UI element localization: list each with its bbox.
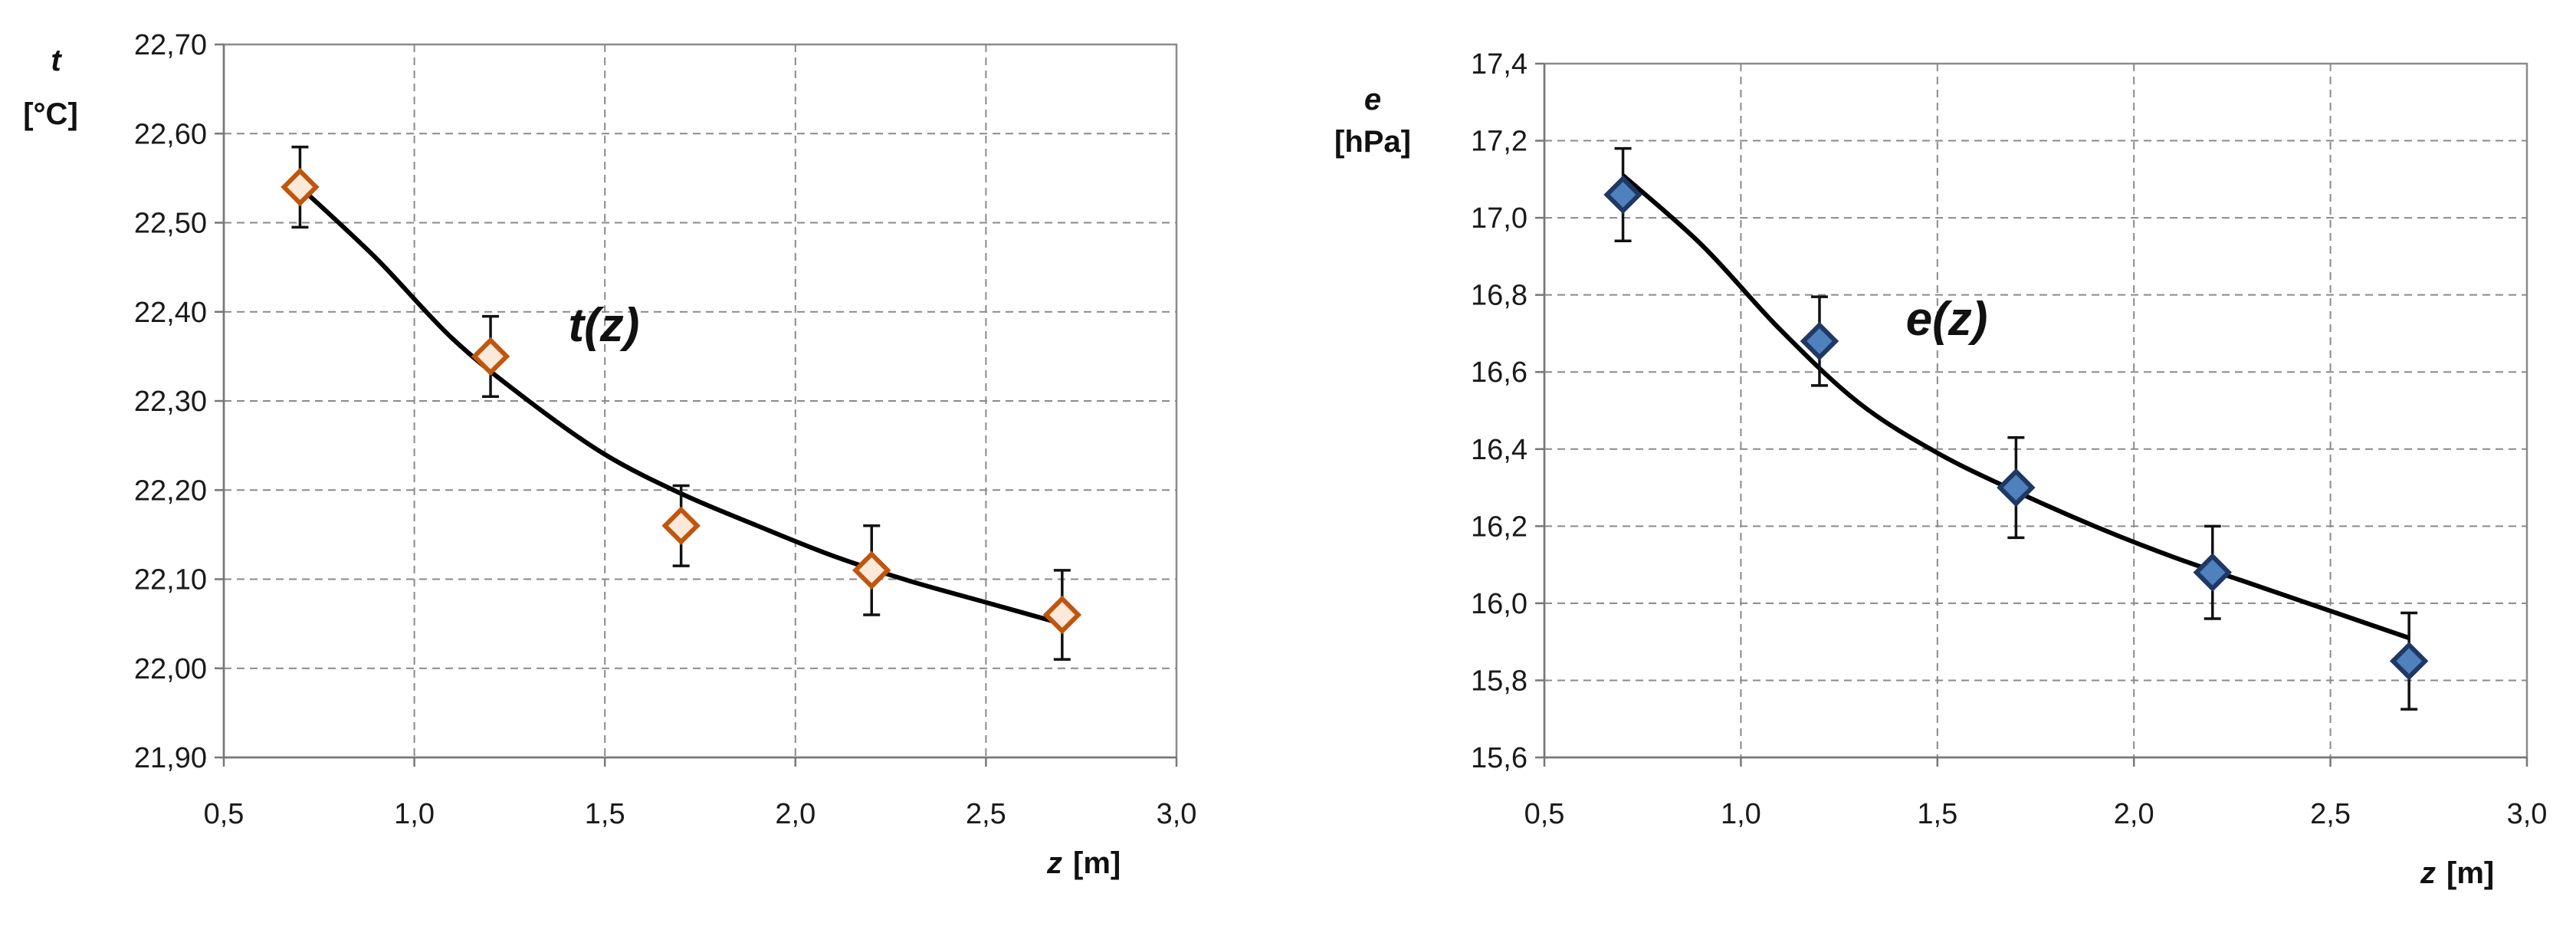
y-tick-label: 22,00 xyxy=(134,653,207,685)
tick-labels: 15,6 15,8 16,0 16,2 16,4 16,6 16,8 17,0 17,2 17,4… xyxy=(1471,48,2547,830)
gridlines xyxy=(1544,63,2527,757)
x-axis-unit: [m] xyxy=(2446,856,2494,890)
x-tick-label: 1,5 xyxy=(1917,798,1957,830)
data-points xyxy=(281,167,1082,635)
data-point-marker xyxy=(2389,642,2429,681)
axes xyxy=(1535,62,2528,767)
fit-curve xyxy=(298,185,1063,626)
y-tick-label: 22,40 xyxy=(134,297,207,329)
x-tick-label: 0,5 xyxy=(1524,798,1565,830)
y-tick-label: 17,4 xyxy=(1471,48,1528,80)
y-tick-label: 22,60 xyxy=(134,118,207,150)
y-tick-label: 16,8 xyxy=(1471,280,1528,312)
data-point-marker xyxy=(281,167,320,207)
y-tick-label: 16,4 xyxy=(1471,434,1528,466)
y-tick-label: 15,8 xyxy=(1471,665,1528,697)
y-tick-label: 22,50 xyxy=(134,208,207,240)
y-tick-label: 22,70 xyxy=(134,29,207,61)
x-tick-label: 1,0 xyxy=(1721,798,1761,830)
y-tick-label: 21,90 xyxy=(134,742,207,774)
x-tick-label: 2,0 xyxy=(2114,798,2154,830)
y-axis-unit: [°C] xyxy=(23,97,78,131)
error-bars xyxy=(1614,146,2418,711)
data-point-marker xyxy=(1603,175,1642,215)
x-tick-label: 1,5 xyxy=(585,798,625,830)
y-axis-variable: e xyxy=(1364,83,1381,117)
x-tick-label: 2,5 xyxy=(2310,798,2351,830)
axes xyxy=(215,43,1178,767)
y-tick-label: 22,10 xyxy=(134,564,207,596)
data-point-marker xyxy=(1042,595,1082,635)
x-tick-label: 3,0 xyxy=(2507,798,2548,830)
tick-labels: 21,90 22,00 22,10 22,20 22,30 22,40 22,50 22,60… xyxy=(134,29,1197,830)
x-axis-variable: z xyxy=(1046,846,1062,880)
curve-annotation: t(z) xyxy=(569,299,640,352)
chart-vapour-pressure: 15,6 15,8 16,0 16,2 16,4 16,6 16,8 17,0 17,2 17,4… xyxy=(1334,48,2547,890)
data-point-marker xyxy=(852,550,891,590)
y-axis-variable: t xyxy=(51,44,62,77)
x-tick-label: 0,5 xyxy=(204,798,244,830)
data-point-marker xyxy=(471,337,510,376)
data-point-marker xyxy=(1800,321,1839,361)
y-tick-label: 17,0 xyxy=(1471,202,1528,235)
plot-area-frame xyxy=(1543,62,2528,759)
y-tick-label: 15,6 xyxy=(1471,742,1528,774)
data-points xyxy=(1603,175,2429,681)
y-tick-label: 22,30 xyxy=(134,386,207,418)
curve-annotation: e(z) xyxy=(1906,293,1988,346)
y-tick-label: 16,6 xyxy=(1471,356,1528,389)
fit-curve-group xyxy=(298,185,1063,626)
x-axis-unit: [m] xyxy=(1073,846,1121,880)
gridlines xyxy=(224,44,1176,757)
y-tick-label: 17,2 xyxy=(1471,126,1528,158)
data-point-marker xyxy=(661,506,701,545)
error-bars xyxy=(291,145,1071,661)
x-tick-label: 2,5 xyxy=(966,798,1006,830)
x-tick-label: 3,0 xyxy=(1157,798,1197,830)
x-tick-label: 1,0 xyxy=(394,798,435,830)
data-point-marker xyxy=(2193,553,2233,592)
y-tick-label: 16,0 xyxy=(1471,588,1528,620)
chart-temperature: 21,90 22,00 22,10 22,20 22,30 22,40 22,50 22,60… xyxy=(23,29,1196,880)
y-tick-label: 16,2 xyxy=(1471,511,1528,543)
y-tick-label: 22,20 xyxy=(134,475,207,507)
x-axis-variable: z xyxy=(2420,856,2436,890)
data-point-marker xyxy=(1997,468,2036,508)
y-axis-unit: [hPa] xyxy=(1334,125,1411,159)
x-tick-label: 2,0 xyxy=(775,798,815,830)
